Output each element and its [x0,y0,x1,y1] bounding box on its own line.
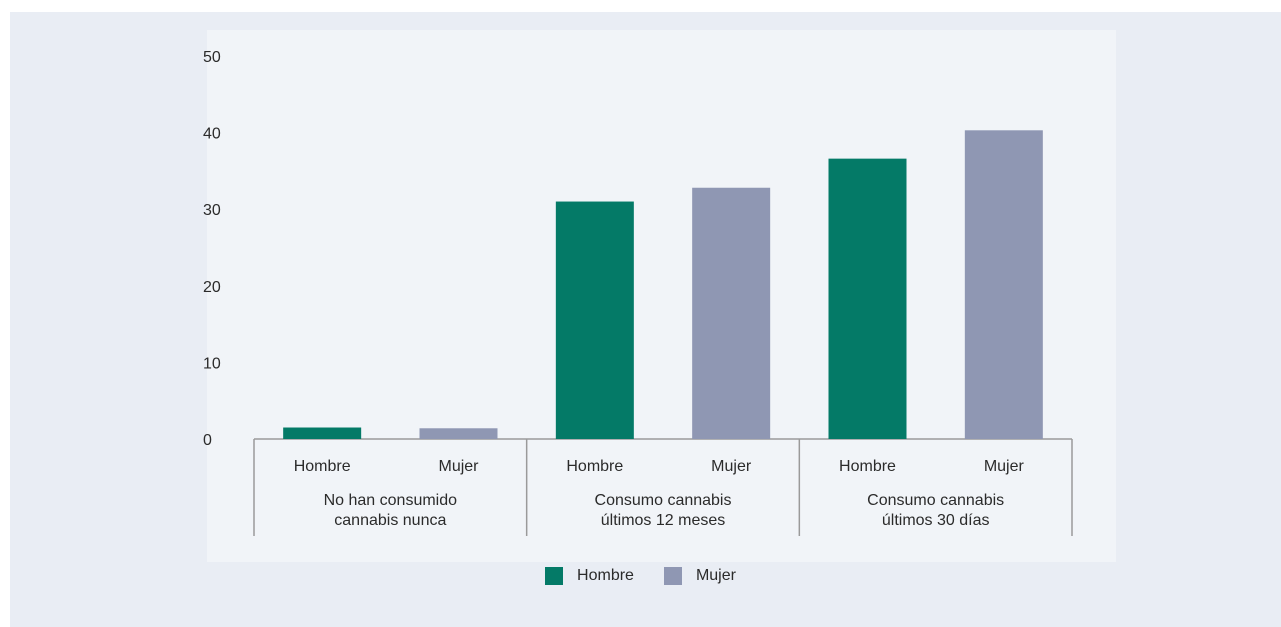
bar-mujer-3 [964,130,1043,439]
x-group-label: Consumo cannabis [867,492,1004,509]
bar-mujer-1 [419,428,498,439]
plot-panel [207,30,1116,562]
y-tick-label: 10 [203,355,221,372]
x-group-label: No han consumido [324,492,458,509]
legend-swatch-hombre [545,567,564,585]
legend-label-mujer: Mujer [695,567,736,584]
legend-item-mujer: Mujer [663,567,736,585]
bar-hombre-3 [828,158,907,440]
legend-label-hombre: Hombre [577,567,634,584]
y-tick-label: 50 [203,49,221,66]
chart-background [10,12,1281,627]
x-category-label: Mujer [438,458,479,475]
y-tick-label: 40 [203,126,221,143]
x-group-label: últimos 12 meses [601,512,726,529]
bar-hombre-2 [555,201,634,439]
x-category-label: Hombre [294,458,351,475]
x-category-label: Mujer [984,458,1025,475]
y-tick-label: 0 [203,432,212,449]
x-category-label: Mujer [711,458,752,475]
x-category-label: Hombre [566,458,623,475]
x-group-label: Consumo cannabis [595,492,732,509]
bar-hombre-1 [283,427,362,439]
y-tick-label: 20 [203,279,221,296]
y-tick-label: 30 [203,202,221,219]
x-category-label: Hombre [839,458,896,475]
x-group-label: cannabis nunca [334,512,446,529]
bar-mujer-2 [692,187,771,439]
legend-item-hombre: Hombre [545,567,634,585]
legend: Hombre Mujer [0,567,1281,585]
x-group-label: últimos 30 días [882,512,990,529]
legend-swatch-mujer [663,567,682,585]
